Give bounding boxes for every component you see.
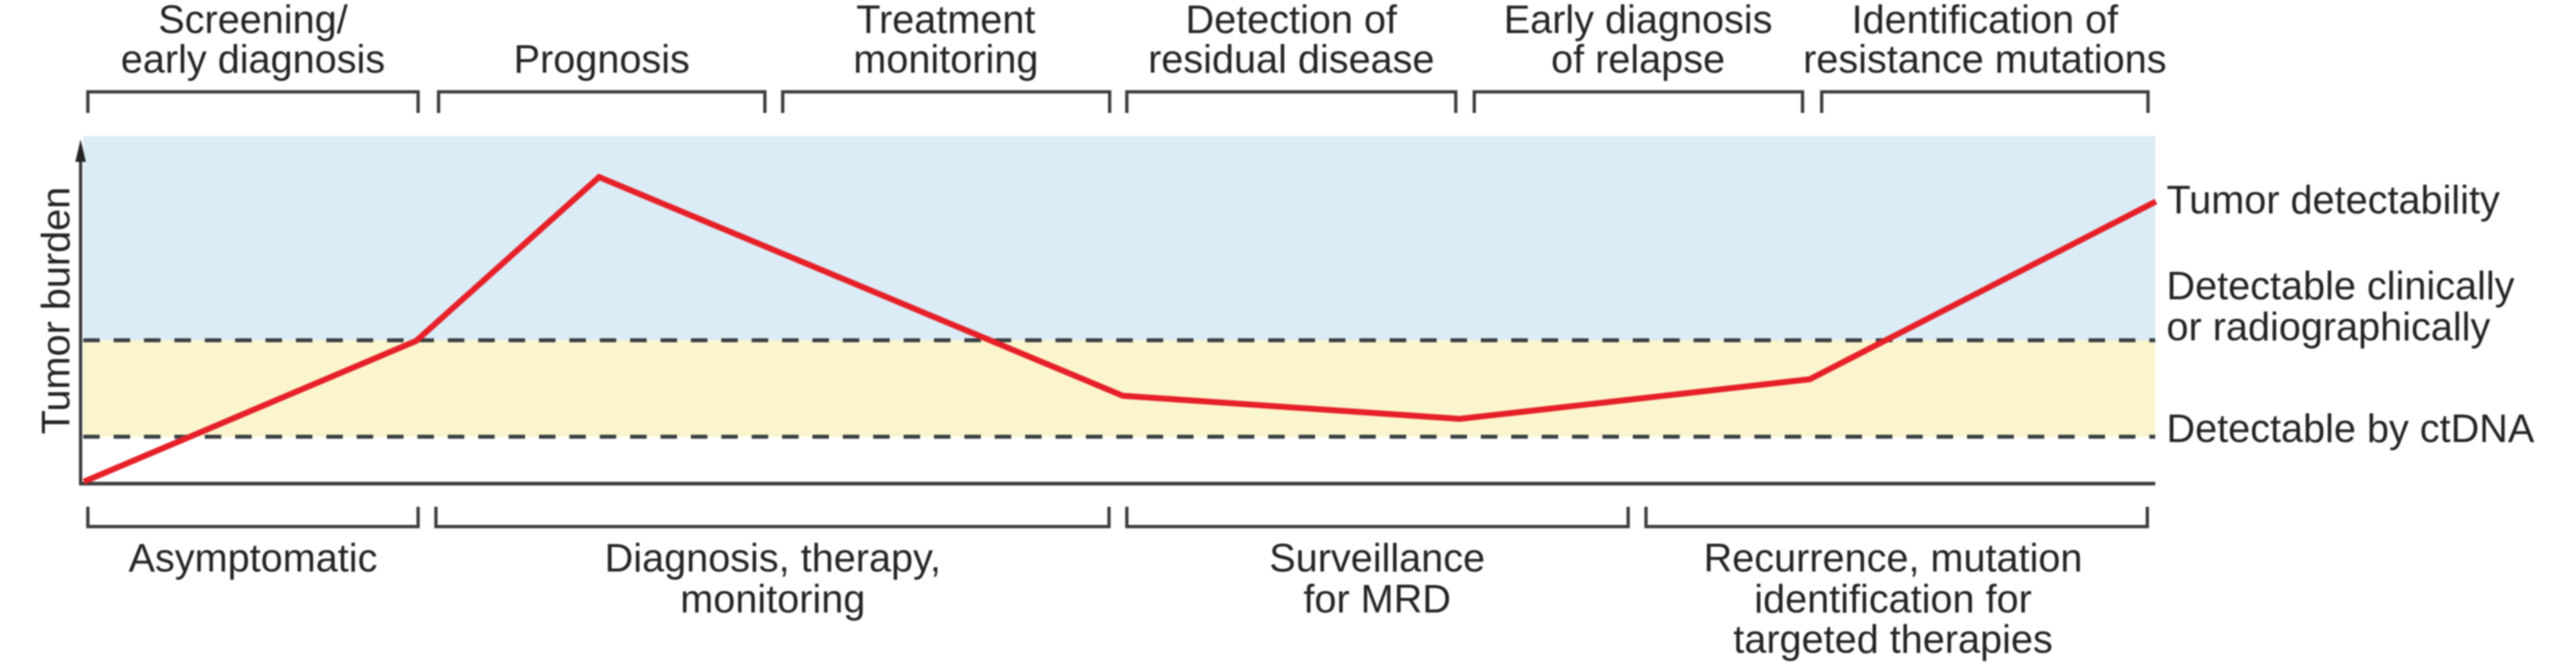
svg-text:Tumor burden: Tumor burden — [34, 187, 78, 435]
svg-text:Diagnosis, therapy,: Diagnosis, therapy, — [604, 536, 941, 580]
svg-text:Prognosis: Prognosis — [514, 37, 690, 81]
svg-text:targeted therapies: targeted therapies — [1733, 617, 2053, 661]
svg-text:Surveillance: Surveillance — [1270, 536, 1485, 580]
svg-text:Detectable by ctDNA: Detectable by ctDNA — [2166, 406, 2534, 451]
svg-text:Detectable clinically: Detectable clinically — [2166, 264, 2515, 308]
svg-text:monitoring: monitoring — [680, 577, 865, 621]
svg-text:Identification of: Identification of — [1851, 0, 2118, 42]
svg-text:or radiographically: or radiographically — [2166, 305, 2490, 349]
svg-text:Screening/: Screening/ — [159, 0, 348, 42]
svg-text:resistance mutations: resistance mutations — [1803, 37, 2166, 81]
svg-text:for MRD: for MRD — [1303, 577, 1450, 621]
svg-text:Detection of: Detection of — [1186, 0, 1398, 42]
svg-text:Tumor detectability: Tumor detectability — [2166, 178, 2500, 222]
svg-text:monitoring: monitoring — [853, 37, 1038, 81]
svg-text:residual disease: residual disease — [1148, 37, 1435, 81]
svg-text:Early diagnosis: Early diagnosis — [1504, 0, 1773, 42]
svg-text:Treatment: Treatment — [856, 0, 1036, 42]
svg-text:of relapse: of relapse — [1551, 37, 1725, 81]
svg-text:early diagnosis: early diagnosis — [121, 37, 385, 81]
svg-text:Recurrence, mutation: Recurrence, mutation — [1703, 536, 2083, 580]
svg-text:Asymptomatic: Asymptomatic — [129, 536, 378, 580]
svg-text:identification for: identification for — [1754, 577, 2032, 621]
